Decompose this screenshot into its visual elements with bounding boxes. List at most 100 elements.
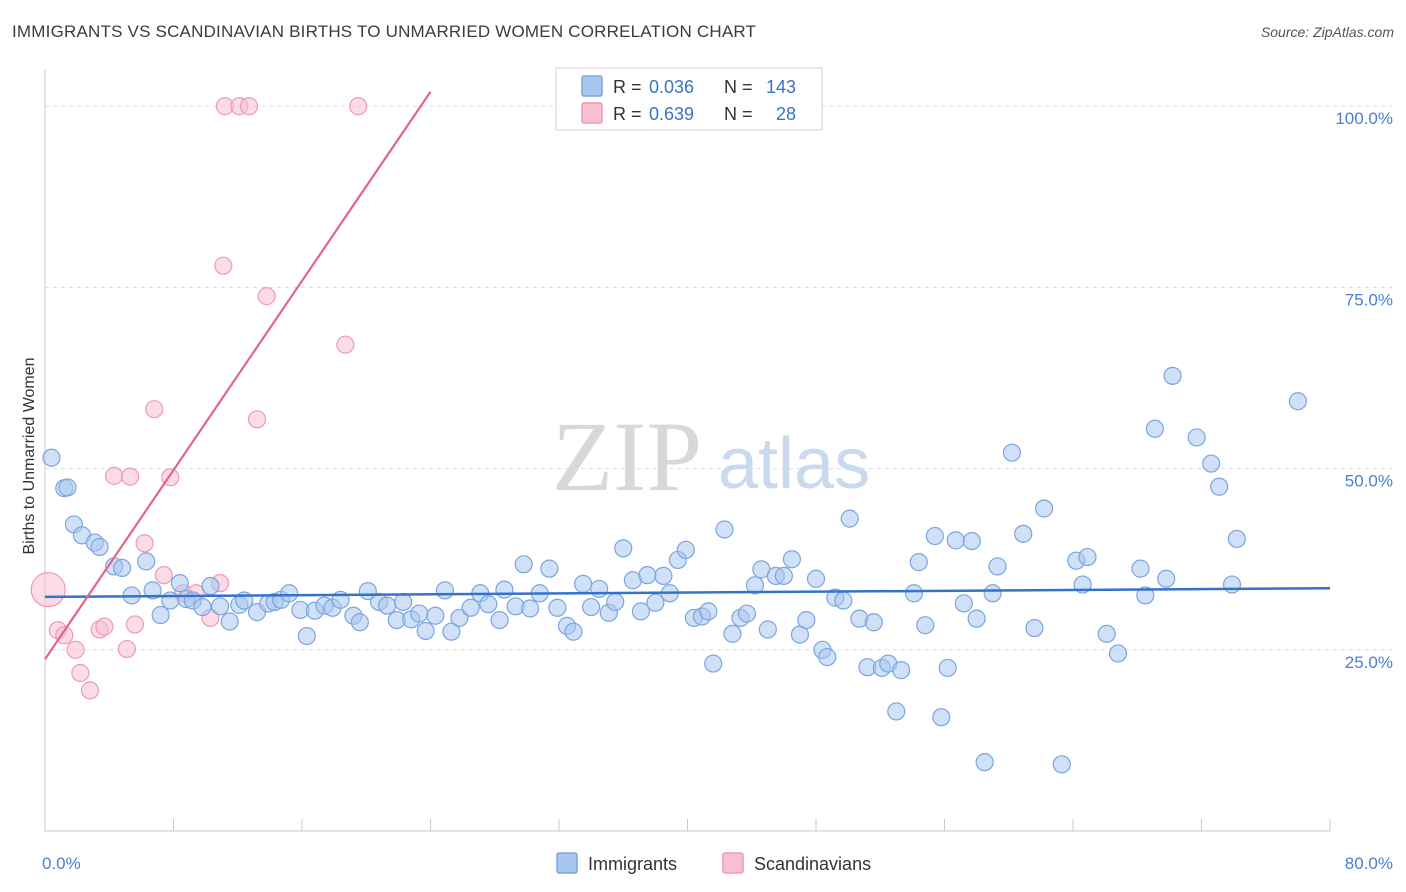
chart-title: IMMIGRANTS VS SCANDINAVIAN BIRTHS TO UNM… xyxy=(12,22,757,41)
trend-layer xyxy=(44,91,1331,660)
legend-n-value-1: 143 xyxy=(766,77,796,97)
scandinavians-point xyxy=(104,466,124,485)
immigrants-point xyxy=(1108,644,1128,663)
scandinavians-point xyxy=(135,534,154,553)
immigrants-point xyxy=(1145,419,1165,438)
immigrants-point xyxy=(904,584,924,603)
immigrants-point xyxy=(715,520,734,539)
immigrants-point xyxy=(938,658,957,678)
y-axis-label: Births to Unmarried Women xyxy=(21,357,38,554)
watermark-atlas: atlas xyxy=(718,424,870,504)
immigrants-point xyxy=(967,609,986,628)
source-label: Source: ZipAtlas.com xyxy=(1260,24,1394,40)
immigrants-point xyxy=(1002,443,1022,462)
immigrants-point xyxy=(745,576,765,595)
immigrants-point xyxy=(614,539,633,558)
immigrants-point xyxy=(137,552,156,571)
immigrants-point xyxy=(723,624,742,643)
immigrants-point xyxy=(1052,755,1071,774)
stats-legend: R = 0.036 N = 143 R = 0.639 N = 28 xyxy=(555,67,823,131)
y-tick-label: 100.0% xyxy=(1335,109,1393,128)
immigrants-point xyxy=(90,537,109,556)
grid-layer xyxy=(45,105,1392,651)
immigrants-point xyxy=(840,509,859,528)
scandinavians-point xyxy=(257,287,276,306)
immigrants-point xyxy=(297,626,316,646)
immigrants-point xyxy=(42,448,61,467)
scandinavians-point xyxy=(214,256,233,275)
immigrants-point xyxy=(646,593,665,612)
immigrants-point xyxy=(806,569,826,588)
immigrants-point xyxy=(280,584,299,603)
immigrants-point xyxy=(201,576,220,596)
scandinavians-point xyxy=(55,626,74,645)
scandinavians-point xyxy=(247,410,267,429)
y-tick-label: 75.0% xyxy=(1345,290,1393,309)
immigrants-point xyxy=(1210,477,1229,496)
immigrants-point xyxy=(892,661,911,680)
immigrants-point xyxy=(946,531,965,550)
immigrants-point xyxy=(818,647,837,667)
legend-n-label-1: N = xyxy=(724,77,753,97)
immigrants-point xyxy=(350,613,369,632)
immigrants-point xyxy=(758,620,777,639)
immigrants-point xyxy=(1202,454,1221,473)
immigrants-point xyxy=(1078,547,1097,567)
immigrants-point xyxy=(442,622,461,641)
immigrants-point xyxy=(495,580,514,599)
immigrants-point xyxy=(1187,428,1206,447)
immigrants-point xyxy=(416,621,435,641)
x-tick-label-max: 80.0% xyxy=(1345,854,1393,873)
immigrants-point xyxy=(916,616,935,635)
series-legend: Immigrants Scandinavians xyxy=(556,852,871,874)
watermark: ZIP atlas xyxy=(552,401,870,512)
immigrants-point xyxy=(631,602,651,621)
legend-r-label-1: R = xyxy=(613,77,642,97)
immigrants-point xyxy=(1131,559,1150,578)
immigrants-point xyxy=(58,478,77,497)
immigrants-point xyxy=(954,594,973,613)
immigrants-point xyxy=(864,613,883,632)
immigrants-point xyxy=(410,604,429,623)
immigrants-point xyxy=(676,540,695,559)
scandinavians-point xyxy=(71,663,90,683)
immigrants-point xyxy=(479,595,498,614)
immigrants-point xyxy=(193,597,212,617)
immigrants-point xyxy=(606,592,625,612)
scandinavians-point xyxy=(66,640,85,659)
immigrants-point xyxy=(699,602,718,621)
immigrants-point xyxy=(887,702,906,721)
immigrants-point xyxy=(582,597,601,617)
legend-n-value-2: 28 xyxy=(776,104,796,124)
scandinavians-point xyxy=(125,615,145,634)
immigrants-point xyxy=(654,566,673,585)
immigrants-point xyxy=(1014,524,1033,543)
scandinavians-point xyxy=(239,97,259,116)
legend-r-value-1: 0.036 xyxy=(649,77,694,97)
scandinavians-point xyxy=(117,639,137,659)
immigrants-point xyxy=(210,597,230,616)
legend-n-label-2: N = xyxy=(724,104,753,124)
immigrants-point xyxy=(548,598,567,617)
bottom-legend-scandinavians: Scandinavians xyxy=(754,854,871,874)
immigrants-point xyxy=(782,550,802,569)
immigrants-point xyxy=(932,708,951,727)
immigrants-point xyxy=(220,612,239,631)
immigrants-point xyxy=(590,579,609,599)
scandinavians-point xyxy=(30,572,66,608)
immigrants-point xyxy=(1227,529,1246,549)
watermark-zip: ZIP xyxy=(552,401,702,512)
immigrants-point xyxy=(378,596,397,615)
immigrants-point xyxy=(704,654,723,673)
scandinavians-point xyxy=(80,681,100,700)
legend-r-value-2: 0.639 xyxy=(649,104,694,124)
immigrants-point xyxy=(143,581,162,600)
scandinavians-point xyxy=(336,335,355,354)
immigrants-point xyxy=(1025,618,1044,638)
immigrants-point xyxy=(962,531,981,551)
axis-layer: 25.0% 50.0% 75.0% 100.0% 0.0% 80.0% xyxy=(42,70,1393,873)
immigrants-point xyxy=(737,604,757,623)
immigrants-point xyxy=(983,584,1002,603)
legend-swatch-immigrants xyxy=(581,75,603,97)
scandinavians-trend-line xyxy=(44,91,432,660)
